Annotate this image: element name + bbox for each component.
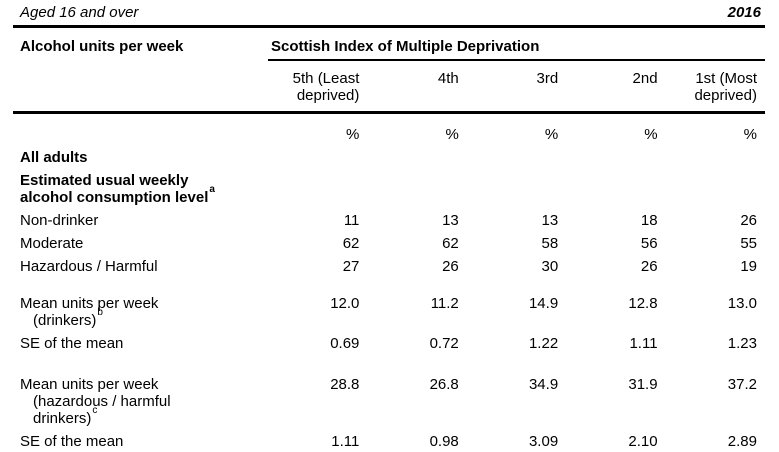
section-heading: Estimated usual weekly alcohol consumpti… xyxy=(13,169,268,209)
row-label-cell: SE of the mean xyxy=(13,430,268,452)
column-header-1st: 1st (Most deprived) xyxy=(665,60,765,114)
year-label: 2016 xyxy=(727,4,761,21)
value-cell: 37.2 xyxy=(727,376,757,393)
value-cell: 30 xyxy=(541,258,559,275)
column-header-row: 5th (Least deprived) 4th 3rd 2nd 1st (Mo… xyxy=(13,60,765,114)
row-label: Non-drinker xyxy=(20,212,99,229)
value-cell: 12.0 xyxy=(330,295,360,312)
row-label-cell: Mean units per week (hazardous / harmful… xyxy=(13,373,268,430)
table-row-mean-units-drinkers: Mean units per week (drinkers)b 12.0 11.… xyxy=(13,292,765,332)
table-row-moderate: Moderate 62 62 58 56 55 xyxy=(13,232,765,255)
deprivation-table: Alcohol units per week Scottish Index of… xyxy=(13,28,765,452)
row-label-cell: SE of the mean xyxy=(13,332,268,355)
column-header-5th: 5th (Least deprived) xyxy=(268,60,368,114)
row-label: Hazardous / Harmful xyxy=(20,258,158,275)
value-cell: 62 xyxy=(342,235,360,252)
row-label-cell: Non-drinker xyxy=(13,209,268,232)
value-cell: 1.22 xyxy=(528,335,559,352)
value-cell: 55 xyxy=(740,235,757,252)
unit-cell: % xyxy=(346,126,360,143)
section-heading: All adults xyxy=(13,146,268,169)
value-cell: 26 xyxy=(442,258,459,275)
unit-row: % % % % % xyxy=(13,113,765,147)
row-label: Mean units per week (hazardous / harmful… xyxy=(20,376,171,427)
value-cell: 13 xyxy=(442,212,459,229)
value-cell: 14.9 xyxy=(528,295,559,312)
value-cell: 1.23 xyxy=(727,335,757,352)
table-row-all-adults: All adults xyxy=(13,146,765,169)
value-cell: 18 xyxy=(640,212,658,229)
value-cell: 2.10 xyxy=(628,433,658,450)
table-caption-bar: Aged 16 and over 2016 xyxy=(13,0,765,28)
row-label: Mean units per week (drinkers)b xyxy=(20,295,159,329)
value-cell: 1.11 xyxy=(331,433,360,450)
unit-cell: % xyxy=(445,126,459,143)
column-header-2nd: 2nd xyxy=(566,60,666,114)
spacer-row xyxy=(13,355,765,373)
table-row-se-drinkers: SE of the mean 0.69 0.72 1.22 1.11 1.23 xyxy=(13,332,765,355)
value-cell: 12.8 xyxy=(628,295,658,312)
row-label: SE of the mean xyxy=(20,335,124,352)
value-cell: 11 xyxy=(343,212,360,229)
value-cell: 11.2 xyxy=(430,295,459,312)
value-cell: 58 xyxy=(541,235,559,252)
value-cell: 31.9 xyxy=(628,376,658,393)
row-label-cell: Moderate xyxy=(13,232,268,255)
table-row-mean-units-hazardous: Mean units per week (hazardous / harmful… xyxy=(13,373,765,430)
value-cell: 0.72 xyxy=(429,335,459,352)
value-cell: 28.8 xyxy=(330,376,360,393)
value-cell: 19 xyxy=(740,258,757,275)
value-cell: 62 xyxy=(442,235,459,252)
footnote-marker-a: a xyxy=(209,184,215,195)
footnote-marker-c: c xyxy=(92,405,98,416)
value-cell: 0.69 xyxy=(330,335,360,352)
footnote-marker-b: b xyxy=(97,307,103,318)
table-row-hazardous-harmful: Hazardous / Harmful 27 26 30 26 19 xyxy=(13,255,765,278)
column-group-row: Alcohol units per week Scottish Index of… xyxy=(13,28,765,114)
value-cell: 27 xyxy=(342,258,360,275)
column-group-header: Scottish Index of Multiple Deprivation xyxy=(268,28,765,61)
value-cell: 1.11 xyxy=(629,335,658,352)
value-cell: 2.89 xyxy=(727,433,757,450)
unit-cell: % xyxy=(743,126,757,143)
spacer-row xyxy=(13,278,765,292)
unit-cell: % xyxy=(544,126,559,143)
column-header-3rd: 3rd xyxy=(466,60,567,114)
row-label: SE of the mean xyxy=(20,433,124,450)
value-cell: 26 xyxy=(640,258,658,275)
table-row-se-hazardous: SE of the mean 1.11 0.98 3.09 2.10 2.89 xyxy=(13,430,765,452)
table-row-non-drinker: Non-drinker 11 13 13 18 26 xyxy=(13,209,765,232)
value-cell: 13.0 xyxy=(727,295,757,312)
column-header-4th: 4th xyxy=(367,60,467,114)
value-cell: 34.9 xyxy=(528,376,559,393)
value-cell: 3.09 xyxy=(528,433,559,450)
empty-cell xyxy=(13,113,268,147)
row-header-title: Alcohol units per week xyxy=(13,28,268,114)
value-cell: 13 xyxy=(541,212,559,229)
value-cell: 26.8 xyxy=(429,376,459,393)
row-label: Estimated usual weekly alcohol consumpti… xyxy=(20,172,209,206)
row-label-cell: Hazardous / Harmful xyxy=(13,255,268,278)
value-cell: 0.98 xyxy=(429,433,459,450)
value-cell: 26 xyxy=(740,212,757,229)
row-label: All adults xyxy=(20,149,88,166)
age-note: Aged 16 and over xyxy=(20,4,139,21)
row-label-cell: Mean units per week (drinkers)b xyxy=(13,292,268,332)
table-row-consumption-heading: Estimated usual weekly alcohol consumpti… xyxy=(13,169,765,209)
unit-cell: % xyxy=(644,126,658,143)
value-cell: 56 xyxy=(640,235,658,252)
row-label: Moderate xyxy=(20,235,84,252)
